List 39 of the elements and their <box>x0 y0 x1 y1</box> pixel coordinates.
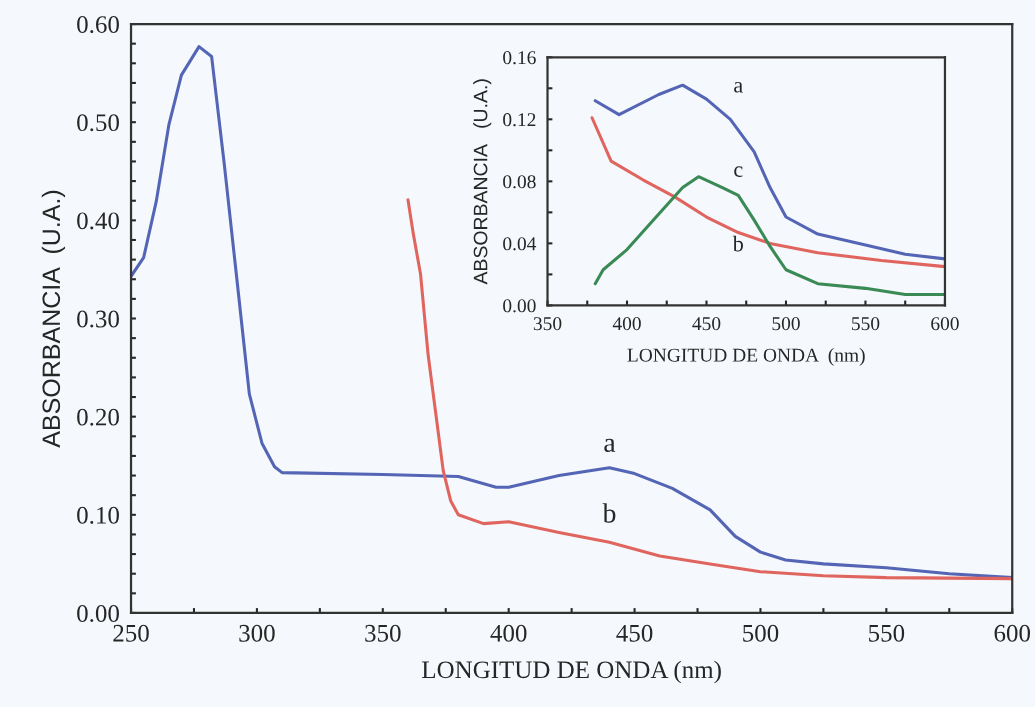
annotation: b <box>732 235 743 252</box>
y-tick-label: 0.00 <box>503 299 536 313</box>
y-tick-label: 0.04 <box>503 237 537 251</box>
annotation: a <box>734 81 743 93</box>
annotation: c <box>734 166 743 177</box>
line-series <box>590 116 945 269</box>
line-series <box>593 175 945 297</box>
y-tick-label: 0.30 <box>77 310 119 328</box>
y-tick-label: 0.50 <box>77 114 119 132</box>
y-tick-label: 0.16 <box>503 51 536 65</box>
x-tick-label: 500 <box>772 317 800 331</box>
x-tick-label: 550 <box>852 317 880 331</box>
y-axis-title: ABSORBANCIA (U.A.) <box>41 190 66 448</box>
y-tick-label: 0.08 <box>503 175 536 189</box>
x-tick-label: 450 <box>692 317 721 331</box>
y-tick-label: 0.10 <box>77 506 119 524</box>
x-tick-label: 250 <box>113 624 149 642</box>
x-axis-title: LONGITUD DE ONDA (nm) <box>422 660 721 684</box>
y-tick-label: 0.12 <box>503 113 536 127</box>
x-tick-label: 300 <box>239 624 275 642</box>
x-tick-label: 550 <box>869 624 905 642</box>
x-tick-label: 450 <box>616 624 653 642</box>
x-tick-label: 350 <box>365 624 401 642</box>
y-tick-label: 0.40 <box>77 212 119 230</box>
x-tick-label: 400 <box>490 624 527 642</box>
line-series <box>131 45 1013 580</box>
x-tick-label: 600 <box>931 317 959 331</box>
annotation: a <box>604 438 616 453</box>
x-tick-label: 600 <box>994 624 1031 642</box>
line-series <box>593 83 945 261</box>
x-tick-label: 500 <box>743 624 779 642</box>
y-axis-title: ABSORBANCIA (U.A.) <box>473 79 492 285</box>
y-tick-label: 0.60 <box>77 16 119 34</box>
y-tick-label: 0.00 <box>77 605 119 622</box>
x-tick-label: 400 <box>612 317 641 331</box>
annotation: b <box>602 503 616 523</box>
x-tick-label: 350 <box>533 317 562 331</box>
y-tick-label: 0.20 <box>77 408 119 426</box>
x-axis-title: LONGITUD DE ONDA (nm) <box>627 348 865 366</box>
